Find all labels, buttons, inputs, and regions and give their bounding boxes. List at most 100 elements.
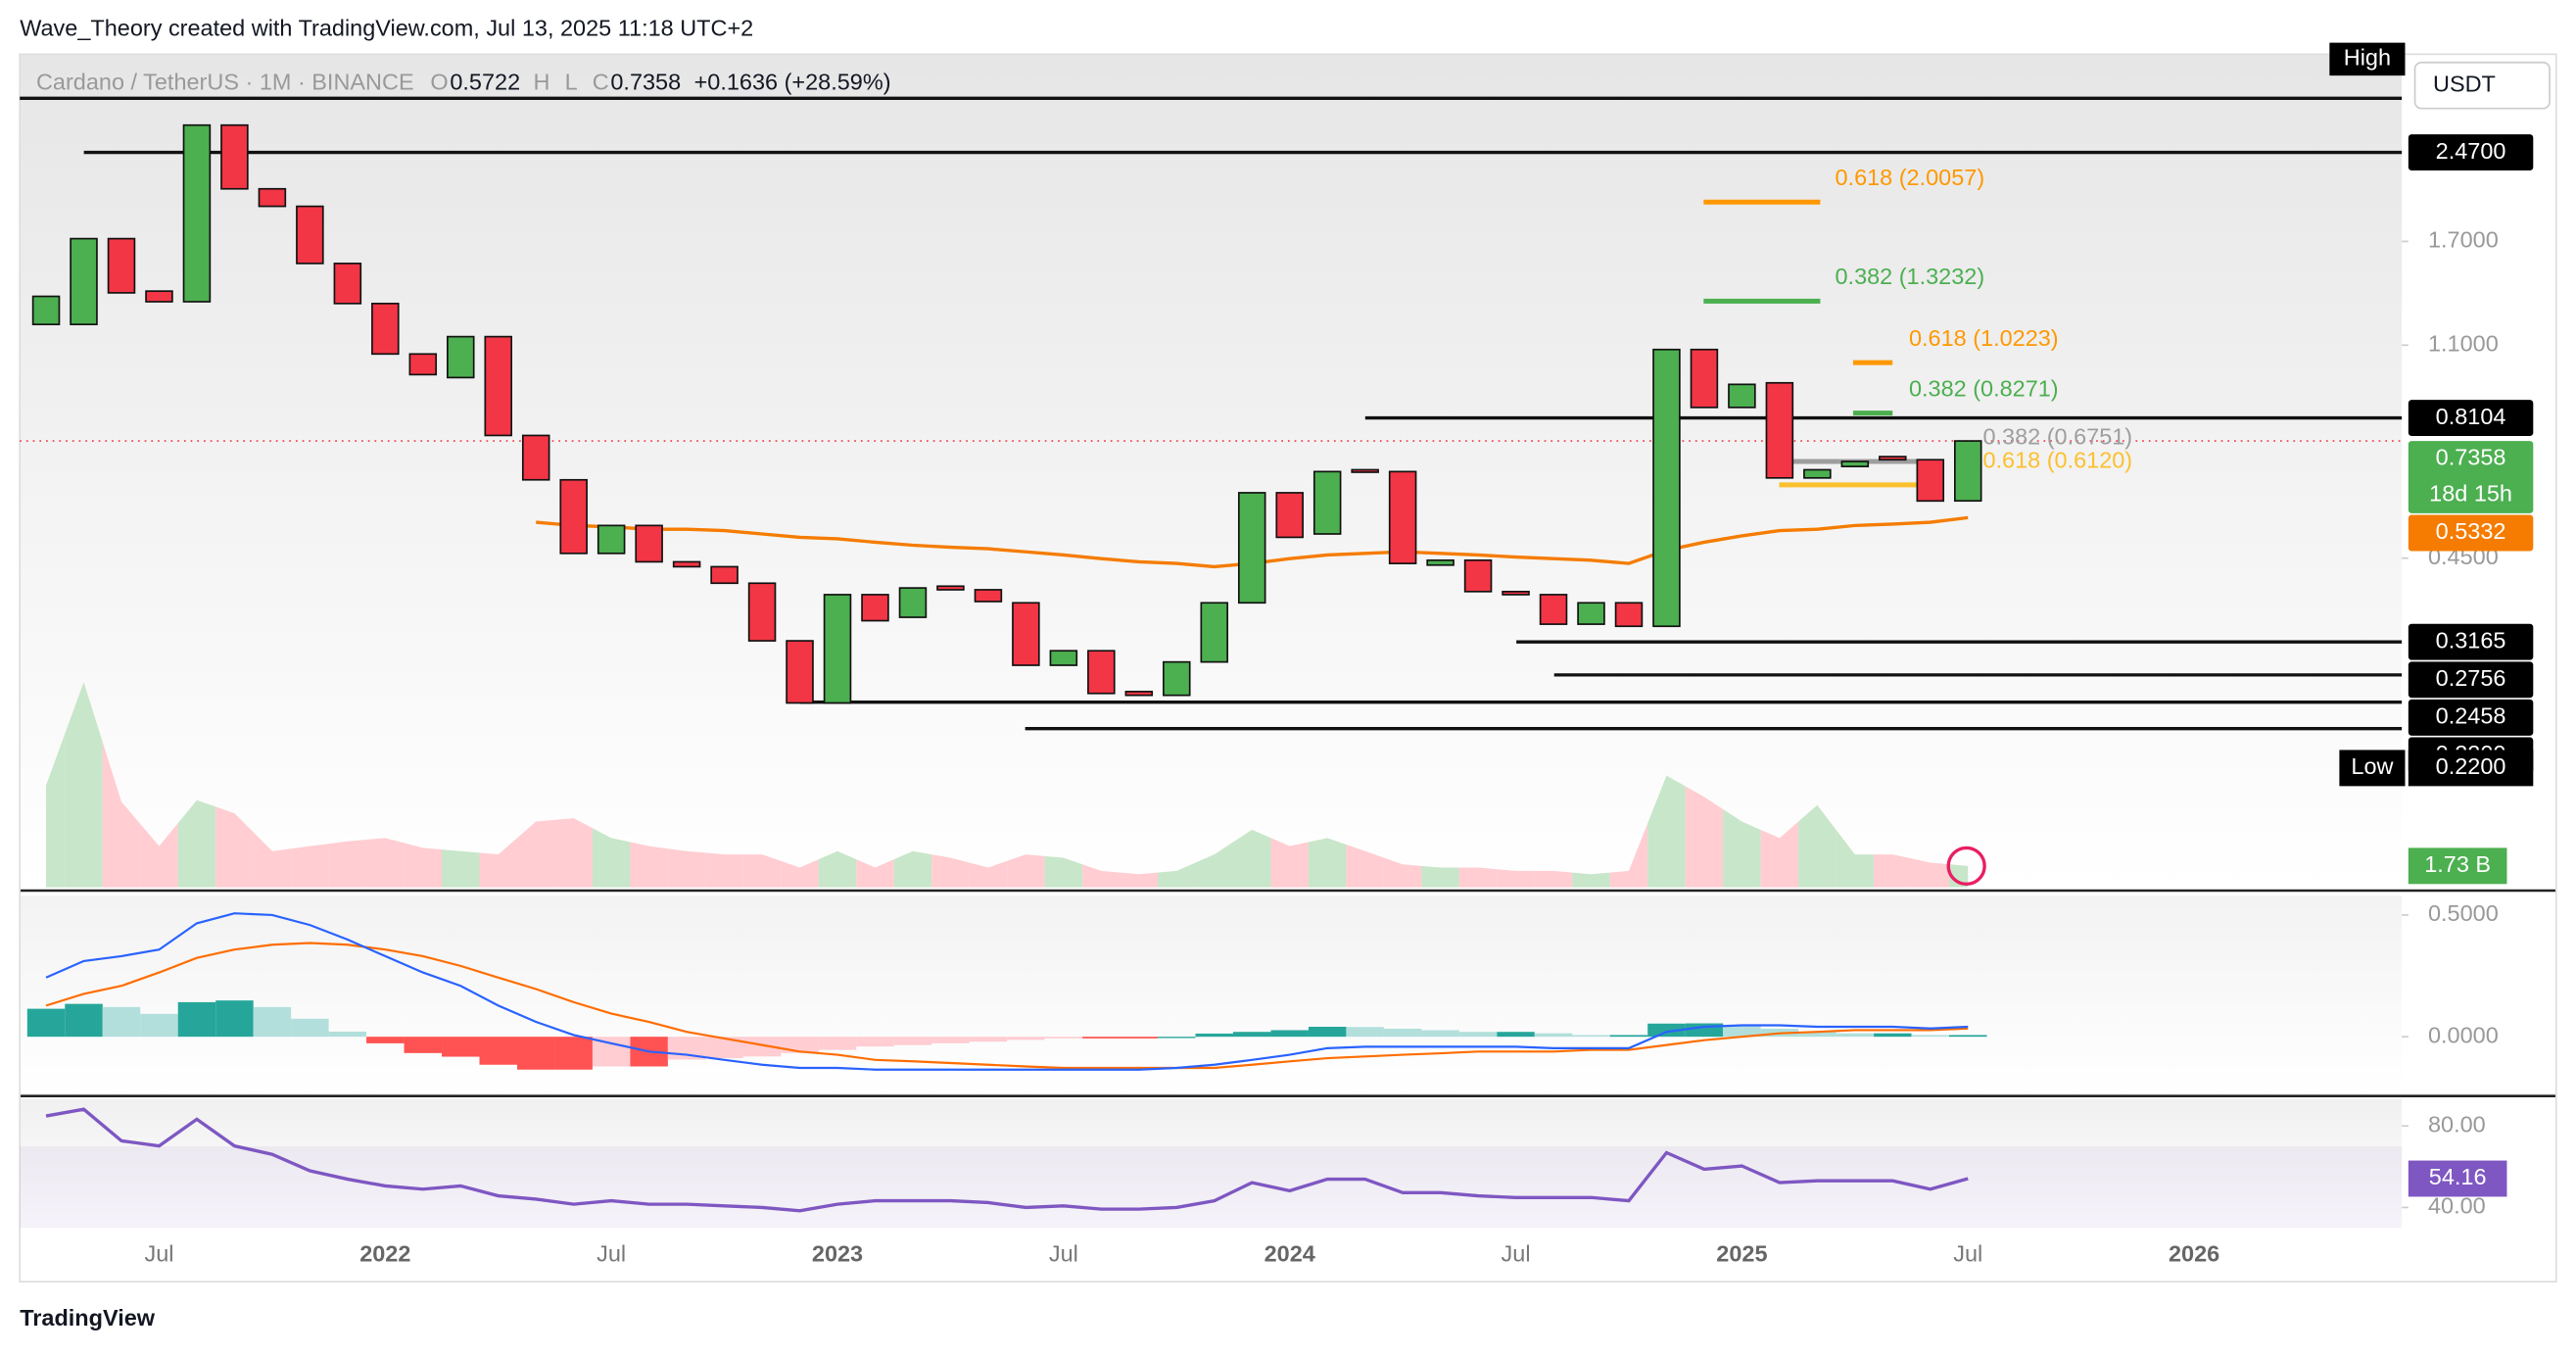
volume-area — [102, 742, 141, 888]
volume-area — [253, 832, 292, 888]
candle-body — [145, 290, 173, 303]
low-badge: 0.2200 — [2436, 753, 2506, 779]
x-tick-label: Jul — [1953, 1241, 1982, 1267]
macd-histogram-bar — [1647, 1023, 1686, 1038]
macd-histogram-bar — [253, 1006, 292, 1038]
currency-button[interactable] — [2413, 61, 2551, 110]
macd-histogram-bar — [479, 1037, 517, 1065]
volume-area — [1685, 786, 1724, 888]
candle-body — [1163, 660, 1191, 697]
volume-area — [1497, 869, 1535, 888]
x-tick-label: 2023 — [812, 1241, 863, 1267]
macd-line — [45, 912, 1969, 1071]
volume-area — [1232, 829, 1271, 888]
volume-area — [1874, 854, 1912, 888]
currency[interactable]: USDT — [2433, 71, 2496, 96]
author: Wave_Theory created with TradingView.com… — [20, 15, 753, 40]
x-tick-label: 2025 — [1716, 1241, 1767, 1267]
level-badge-bg — [2408, 623, 2534, 660]
rsi-line — [45, 1107, 1969, 1213]
volume-area — [1082, 864, 1121, 888]
macd-histogram-bar — [1949, 1035, 1987, 1038]
ohlc-key: C — [593, 70, 609, 95]
macd-histogram-bar — [1534, 1033, 1573, 1038]
volume-area — [1308, 838, 1347, 888]
ohlc-value: 0.5722 — [450, 70, 520, 95]
low-tag-bg — [2339, 750, 2406, 787]
volume-area — [177, 799, 216, 888]
fib-label: 0.382 (0.8271) — [1909, 375, 2059, 401]
candle-body — [1879, 456, 1907, 461]
candle-body — [333, 263, 362, 305]
high-tag-bg — [2329, 42, 2406, 76]
volume-area — [215, 806, 254, 888]
volume-area — [969, 860, 1008, 888]
macd-histogram-bar — [1798, 1031, 1837, 1038]
candle-body — [296, 205, 324, 265]
fib-label: 0.618 (2.0057) — [1836, 165, 1985, 190]
candle-body — [1351, 468, 1379, 473]
volume-area — [1458, 867, 1498, 888]
volume-area — [1647, 775, 1686, 888]
change: +0.1636 (+28.59%) — [694, 70, 891, 95]
macd-histogram-bar — [1044, 1037, 1083, 1039]
volume-area — [893, 850, 932, 888]
candle-body — [672, 560, 701, 568]
volume-area — [1421, 865, 1459, 888]
candle-body — [559, 478, 588, 555]
candle-body — [220, 123, 249, 190]
alert-icon — [1946, 846, 1986, 887]
candle-body — [1728, 383, 1756, 409]
macd-histogram-bar — [1158, 1037, 1196, 1039]
candle-body — [484, 335, 512, 437]
volume-area — [140, 823, 178, 888]
volume-area — [1383, 857, 1422, 888]
candle-body — [1275, 492, 1304, 539]
macd-histogram-bar — [1346, 1027, 1384, 1038]
volume-area — [479, 838, 517, 888]
candle-body — [898, 587, 928, 618]
candle-body — [258, 187, 287, 208]
volume-area — [1120, 872, 1159, 888]
x-tick-label: 2026 — [2169, 1241, 2219, 1267]
level-badge: 0.3165 — [2436, 627, 2506, 653]
volume-area — [65, 682, 103, 888]
level-badge-bg — [2408, 134, 2534, 171]
macd-tick-label: 0.5000 — [2428, 900, 2499, 926]
rsi-tick-label: 40.00 — [2428, 1193, 2486, 1219]
candle-body — [936, 585, 965, 591]
macd-histogram-bar — [742, 1037, 782, 1057]
volume-area — [818, 850, 857, 888]
volume-area — [1572, 872, 1610, 888]
candle-body — [31, 295, 61, 325]
volume-area — [442, 849, 480, 888]
macd-histogram-bar — [215, 1000, 254, 1038]
macd-histogram-bar — [516, 1037, 555, 1070]
volume-area — [667, 848, 706, 888]
volume-area — [1836, 829, 1875, 888]
ohlc-key: H — [534, 70, 550, 95]
candle-body — [70, 237, 98, 325]
volume-area — [1609, 823, 1648, 888]
low-tag: Low — [2351, 753, 2393, 779]
candle-body — [1463, 558, 1493, 593]
candle-body — [596, 524, 626, 555]
ema-badge: 0.5332 — [2436, 518, 2506, 544]
rsi-band — [20, 1146, 2403, 1229]
rsi-tick-label: 80.00 — [2428, 1111, 2486, 1136]
candle-body — [1502, 590, 1530, 596]
volume-area — [1195, 842, 1233, 888]
macd-histogram-bar — [931, 1037, 970, 1043]
volume-area — [1044, 855, 1083, 888]
symbol: Cardano / TetherUS · 1M · BINANCE — [36, 70, 414, 95]
volume-area — [1911, 858, 1950, 888]
macd-histogram-bar — [1007, 1037, 1045, 1040]
ohlc-key: L — [565, 70, 578, 95]
rsi-badge-bg — [2408, 1160, 2507, 1197]
macd-histogram-bar — [1383, 1028, 1422, 1038]
x-tick-label: Jul — [1502, 1241, 1531, 1267]
volume-area — [1007, 854, 1045, 888]
candle-body — [861, 594, 889, 622]
candle-body — [1237, 492, 1266, 604]
macd-histogram-bar — [1572, 1035, 1610, 1038]
